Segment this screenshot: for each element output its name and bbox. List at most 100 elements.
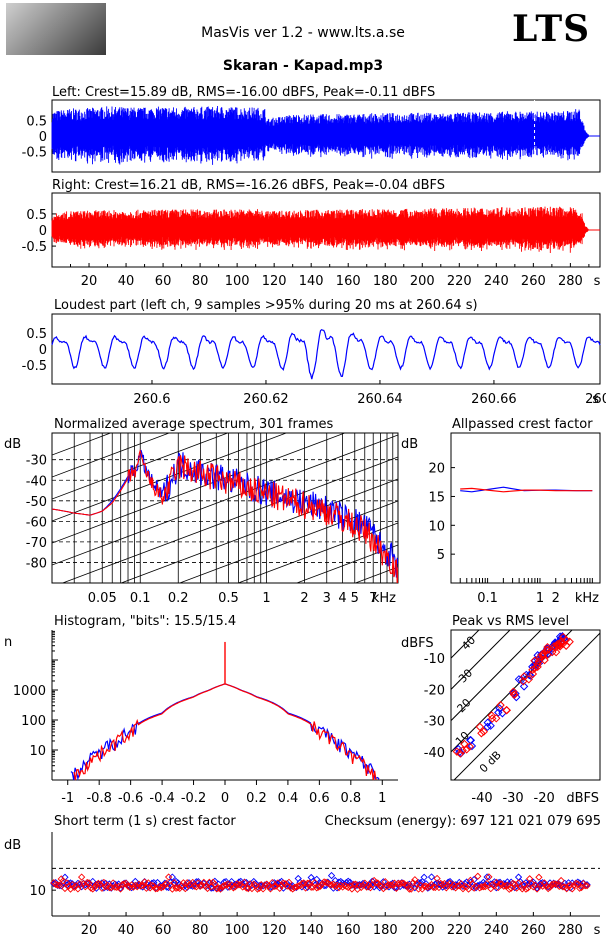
short-term-point <box>522 885 530 893</box>
x-tick-label: 260 <box>521 274 546 289</box>
short-term-point <box>348 885 356 893</box>
short-term-point <box>316 882 325 890</box>
short-term-point <box>70 883 78 891</box>
x-tick-label: 200 <box>410 923 435 938</box>
peak-rms-point <box>512 692 521 702</box>
x-axis-unit: kHz <box>372 591 396 606</box>
spectrum-slope-lines <box>52 433 398 583</box>
short-term-point <box>327 871 336 880</box>
short-term-point <box>407 885 415 893</box>
y-tick-label: -80 <box>26 556 47 571</box>
x-tick-label: 260.66 <box>471 392 517 407</box>
x-tick-label: 0.6 <box>309 791 330 806</box>
short-term-point <box>79 879 88 888</box>
peak-rms-points <box>452 632 574 758</box>
short-term-point <box>124 882 132 890</box>
short-term-point <box>157 884 165 892</box>
x-tick-label: 0.1 <box>477 591 498 606</box>
short-term-point <box>466 876 475 884</box>
x-tick-label: 260.6 <box>133 392 170 407</box>
short-term-point <box>153 884 162 893</box>
short-term-point <box>368 877 376 885</box>
short-term-point <box>551 880 560 888</box>
short-term-point <box>429 883 438 891</box>
short-term-point <box>264 882 273 890</box>
short-term-point <box>120 880 128 888</box>
short-term-point <box>500 882 508 890</box>
short-term-point <box>216 885 225 893</box>
short-term-point <box>214 884 223 892</box>
short-term-point <box>457 880 465 888</box>
y-tick-label: -50 <box>26 495 47 510</box>
short-term-point <box>583 880 591 889</box>
file-title: Skaran - Kapad.mp3 <box>222 58 384 74</box>
peak-rms-point <box>477 729 486 738</box>
short-term-point <box>420 882 428 890</box>
short-term-point <box>366 884 375 892</box>
short-term-point <box>540 879 549 887</box>
short-term-point <box>159 883 167 891</box>
short-term-point <box>142 884 151 892</box>
short-term-point <box>313 884 321 892</box>
short-term-point <box>485 873 493 881</box>
short-term-point <box>113 883 121 892</box>
short-term-point <box>575 884 584 892</box>
short-term-point <box>240 878 249 886</box>
waveform-title-right_wave: Right: Crest=16.21 dB, RMS=-16.26 dBFS, … <box>52 178 445 193</box>
short-term-point <box>496 880 504 888</box>
x-tick-label: 3 <box>323 591 331 606</box>
short-term-point <box>198 881 206 889</box>
short-term-point <box>427 880 436 889</box>
peak-rms-title: Peak vs RMS level <box>452 614 569 629</box>
spectrum-slope-line <box>61 456 398 583</box>
x-tick-label: 120 <box>262 923 287 938</box>
x-tick-label: 60 <box>155 923 172 938</box>
short-term-point <box>509 879 517 888</box>
short-term-point <box>220 881 228 890</box>
peak-rms-point <box>533 662 542 672</box>
short-term-point <box>77 873 86 881</box>
short-term-point <box>68 880 77 889</box>
peak-rms-point <box>467 741 477 751</box>
y-tick-label: -10 <box>424 652 445 667</box>
short-term-point <box>133 883 141 891</box>
x-tick-label: 180 <box>373 274 398 289</box>
x-tick-label: 100 <box>225 923 250 938</box>
spectrum-slope-line <box>52 433 112 456</box>
short-term-point <box>150 882 158 890</box>
peak-rms-point <box>543 642 552 652</box>
x-tick-label: -0.2 <box>181 791 206 806</box>
peak-rms-point <box>559 632 568 642</box>
short-term-point <box>194 879 202 887</box>
short-term-point <box>413 879 421 888</box>
short-term-point <box>326 880 334 889</box>
x-tick-label: 1 <box>378 791 386 806</box>
x-tick-label: -1 <box>61 791 74 806</box>
x-tick-label: 0.05 <box>88 591 117 606</box>
y-tick-label: -60 <box>26 515 47 530</box>
x-tick-label: 80 <box>192 923 209 938</box>
short-term-point <box>83 878 91 887</box>
short-term-point <box>266 883 275 891</box>
y-tick-label: 0 <box>39 130 47 145</box>
peak-rms-point <box>538 649 547 659</box>
short-term-point <box>224 880 232 888</box>
short-term-point <box>572 879 580 888</box>
short-term-point <box>461 882 469 891</box>
spectrum-series-1 <box>52 448 398 583</box>
short-term-point <box>557 876 565 885</box>
short-term-point <box>190 882 199 890</box>
short-term-point <box>313 875 321 883</box>
peak-rms-point <box>460 739 469 749</box>
peak-rms-y-unit: dBFS <box>401 636 434 651</box>
short-term-point <box>292 883 301 891</box>
x-tick-label: 0.5 <box>218 591 239 606</box>
y-tick-label: 0.5 <box>26 114 47 129</box>
y-tick-label: 5 <box>437 548 445 563</box>
peak-rms-point <box>510 690 519 699</box>
app-title: MasVis ver 1.2 - www.lts.a.se <box>201 25 405 41</box>
short-term-point <box>379 878 388 886</box>
spectrum-slope-line <box>52 433 229 500</box>
peak-rms-point <box>496 700 505 710</box>
short-term-y-unit: dB <box>4 838 21 853</box>
